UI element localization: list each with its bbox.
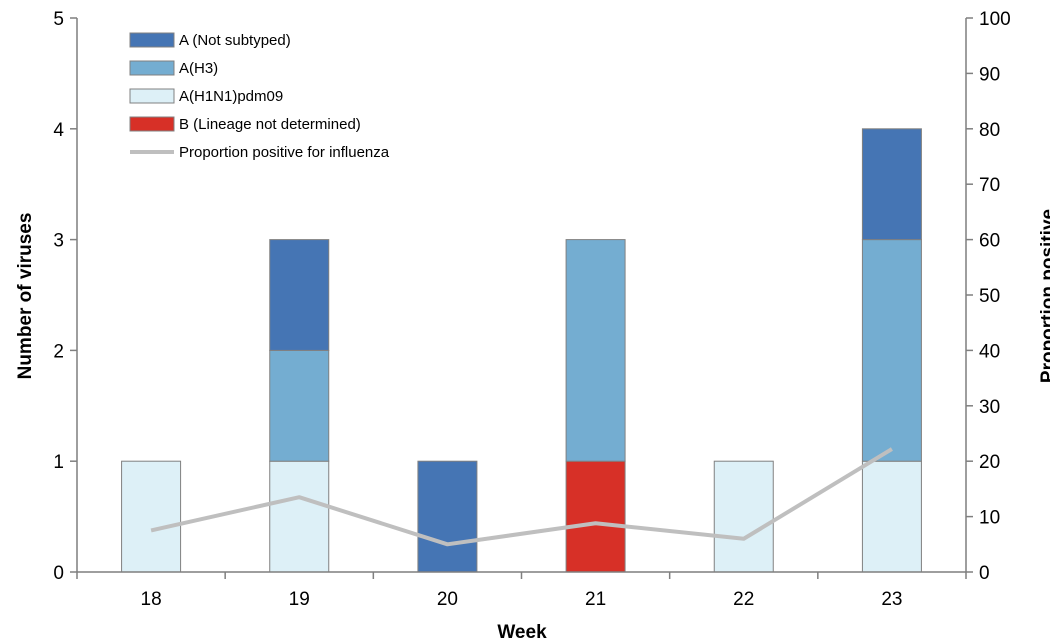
legend-swatch: [129, 116, 175, 132]
x-tick-label: 20: [437, 589, 458, 610]
bar-23-series-3: [861, 128, 922, 241]
bar-19-series-0: [269, 460, 330, 573]
bar-23-series-0: [861, 460, 922, 573]
bar-22-series-0: [713, 460, 774, 573]
legend-label: A(H3): [179, 60, 218, 77]
legend-label: A(H1N1)pdm09: [179, 88, 283, 105]
y2-tick-label: 40: [979, 341, 1000, 362]
y2-tick-label: 90: [979, 64, 1000, 85]
bar-23-series-2: [861, 239, 922, 462]
y2-axis-title: Proportion positive: [1038, 209, 1050, 383]
y2-tick-label: 60: [979, 231, 1000, 252]
y2-tick-label: 70: [979, 175, 1000, 196]
bars-layer: [121, 128, 922, 573]
legend-swatch: [129, 88, 175, 104]
legend-swatch: [129, 32, 175, 48]
line-proportion-positive: [150, 447, 893, 547]
x-tick-label: 18: [141, 589, 162, 610]
y-tick-label: 2: [53, 341, 64, 362]
y2-tick-label: 0: [979, 563, 990, 584]
bar-19-series-3: [269, 239, 330, 351]
legend-label: Proportion positive for influenza: [179, 144, 390, 161]
bar-21-series-2: [565, 239, 626, 462]
x-tick-label: 21: [585, 589, 606, 610]
bar-20-series-3: [417, 460, 478, 573]
y-axis-title: Number of viruses: [15, 213, 36, 380]
y-tick-label: 0: [53, 563, 64, 584]
y-tick-label: 5: [53, 9, 64, 30]
x-tick-label: 22: [733, 589, 754, 610]
bar-18-series-0: [121, 460, 182, 573]
x-axis-title: Week: [497, 622, 547, 641]
line-layer: [150, 447, 893, 547]
legend-label: B (Lineage not determined): [179, 116, 361, 133]
legend-swatch: [129, 60, 175, 76]
y2-tick-label: 100: [979, 9, 1011, 30]
y2-tick-label: 80: [979, 120, 1000, 141]
y-tick-label: 3: [53, 231, 64, 252]
x-tick-label: 23: [881, 589, 902, 610]
y-tick-label: 4: [53, 120, 64, 141]
legend-label: A (Not subtyped): [179, 32, 291, 49]
legend: A (Not subtyped) A(H3) A(H1N1)pdm09 B (Line…: [129, 32, 390, 161]
bar-21-series-1: [565, 460, 626, 573]
x-tick-label: 19: [289, 589, 310, 610]
y2-tick-label: 50: [979, 286, 1000, 307]
bar-19-series-2: [269, 349, 330, 462]
y-tick-label: 1: [53, 452, 64, 473]
y2-tick-label: 10: [979, 508, 1000, 529]
y2-tick-label: 30: [979, 397, 1000, 418]
y2-tick-label: 20: [979, 452, 1000, 473]
